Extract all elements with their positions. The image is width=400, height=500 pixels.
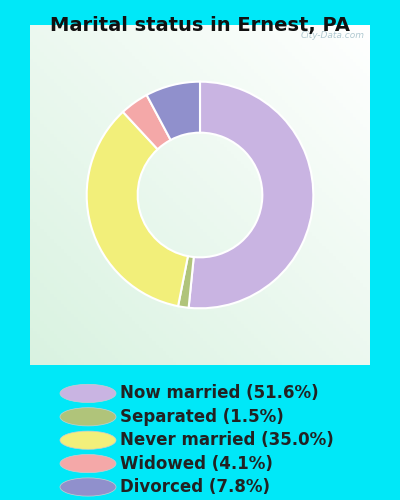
Text: Widowed (4.1%): Widowed (4.1%) <box>120 454 273 472</box>
Wedge shape <box>123 95 171 150</box>
Text: City-Data.com: City-Data.com <box>300 30 364 40</box>
Text: Marital status in Ernest, PA: Marital status in Ernest, PA <box>50 16 350 35</box>
Circle shape <box>60 454 116 472</box>
Wedge shape <box>147 82 200 140</box>
Text: Separated (1.5%): Separated (1.5%) <box>120 408 284 426</box>
Circle shape <box>60 384 116 402</box>
Circle shape <box>60 408 116 426</box>
Wedge shape <box>189 82 313 308</box>
Text: Divorced (7.8%): Divorced (7.8%) <box>120 478 270 496</box>
Circle shape <box>60 478 116 496</box>
Circle shape <box>60 431 116 450</box>
Wedge shape <box>178 256 194 308</box>
Wedge shape <box>87 112 188 306</box>
Text: Never married (35.0%): Never married (35.0%) <box>120 431 334 449</box>
Text: Now married (51.6%): Now married (51.6%) <box>120 384 319 402</box>
